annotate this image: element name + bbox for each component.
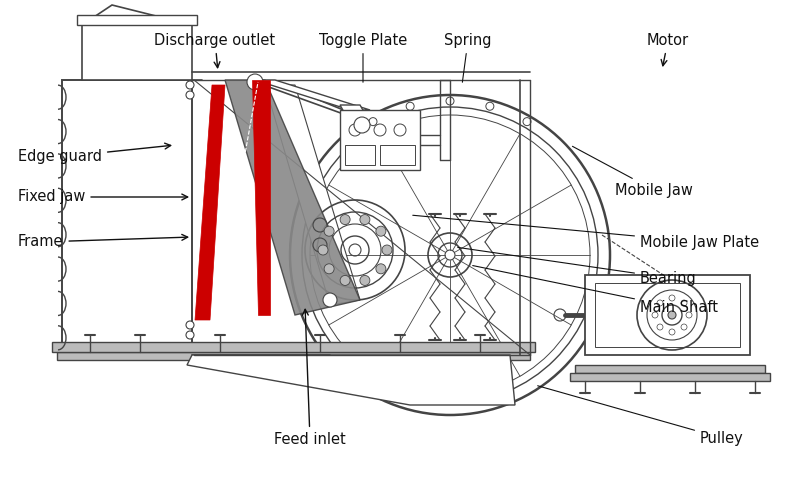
- Text: Edge guard: Edge guard: [18, 143, 170, 165]
- Circle shape: [360, 214, 370, 224]
- Polygon shape: [82, 5, 192, 80]
- Text: Frame: Frame: [18, 234, 188, 250]
- Circle shape: [376, 226, 386, 236]
- Circle shape: [376, 264, 386, 274]
- Circle shape: [669, 329, 675, 335]
- Circle shape: [186, 321, 194, 329]
- Circle shape: [340, 276, 350, 285]
- Polygon shape: [57, 352, 530, 360]
- Polygon shape: [77, 15, 197, 25]
- Polygon shape: [225, 80, 360, 315]
- Polygon shape: [380, 145, 415, 165]
- Text: Toggle Plate: Toggle Plate: [319, 33, 407, 82]
- Circle shape: [360, 276, 370, 285]
- Text: Main Shaft: Main Shaft: [473, 266, 718, 316]
- Circle shape: [652, 312, 658, 318]
- Circle shape: [340, 214, 350, 224]
- Circle shape: [686, 312, 692, 318]
- Polygon shape: [265, 85, 360, 305]
- Circle shape: [186, 91, 194, 99]
- Polygon shape: [62, 80, 192, 355]
- Text: Pulley: Pulley: [538, 386, 744, 446]
- Circle shape: [186, 81, 194, 89]
- Polygon shape: [585, 275, 750, 355]
- Polygon shape: [345, 145, 375, 165]
- Polygon shape: [252, 80, 270, 315]
- Text: Discharge outlet: Discharge outlet: [154, 33, 275, 68]
- Circle shape: [669, 295, 675, 301]
- Circle shape: [324, 264, 334, 274]
- Text: Motor: Motor: [647, 33, 689, 66]
- Circle shape: [668, 311, 676, 319]
- Text: Bearing: Bearing: [458, 248, 697, 286]
- Polygon shape: [575, 365, 765, 373]
- Circle shape: [657, 324, 663, 330]
- Circle shape: [323, 293, 337, 307]
- Circle shape: [382, 245, 392, 255]
- Circle shape: [354, 117, 370, 133]
- Circle shape: [681, 300, 687, 306]
- Polygon shape: [340, 105, 380, 140]
- Polygon shape: [52, 342, 535, 352]
- Polygon shape: [187, 355, 515, 405]
- Circle shape: [247, 74, 263, 90]
- Text: Fixed jaw: Fixed jaw: [18, 190, 188, 204]
- Polygon shape: [570, 373, 770, 381]
- Polygon shape: [195, 85, 225, 320]
- Text: Feed inlet: Feed inlet: [274, 310, 346, 447]
- Polygon shape: [340, 110, 420, 170]
- Text: Spring: Spring: [444, 33, 492, 82]
- Circle shape: [657, 300, 663, 306]
- Circle shape: [318, 245, 328, 255]
- Circle shape: [681, 324, 687, 330]
- Polygon shape: [595, 283, 740, 347]
- Text: Mobile Jaw: Mobile Jaw: [573, 146, 693, 198]
- Circle shape: [324, 226, 334, 236]
- Text: Mobile Jaw Plate: Mobile Jaw Plate: [413, 216, 759, 250]
- Polygon shape: [255, 80, 370, 110]
- Circle shape: [186, 331, 194, 339]
